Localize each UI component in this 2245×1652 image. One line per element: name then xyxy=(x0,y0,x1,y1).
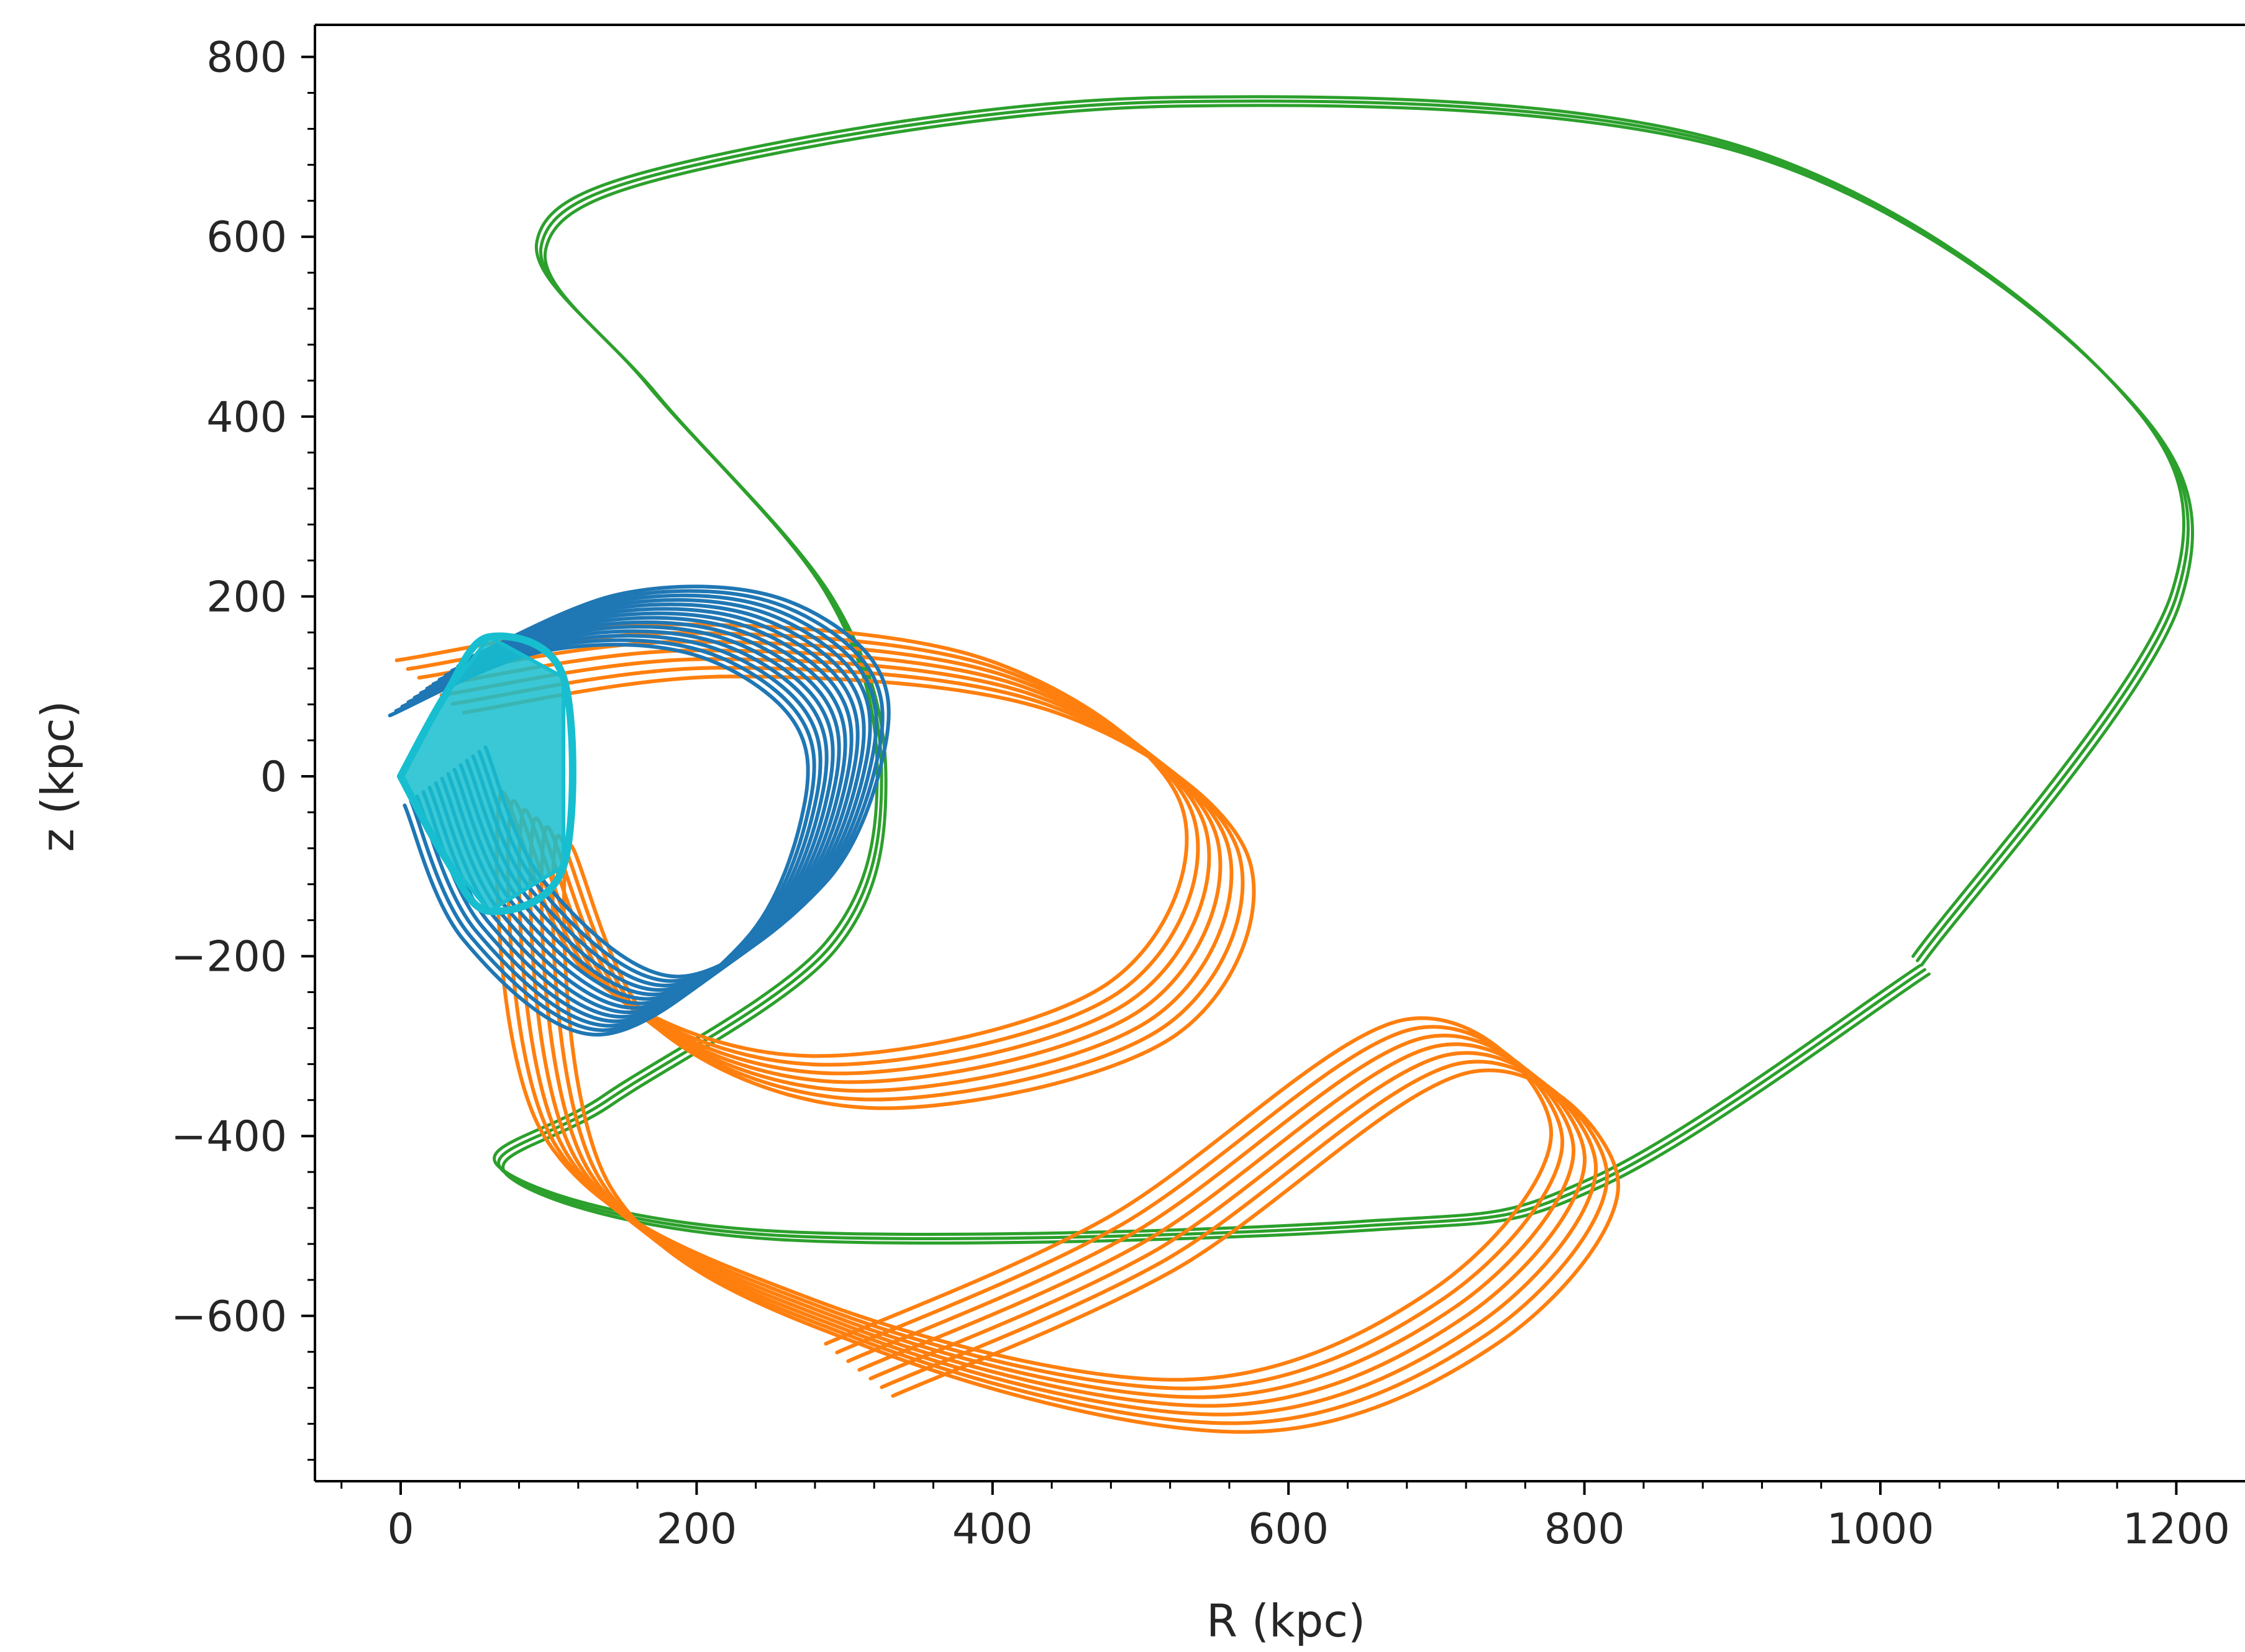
orbit-line xyxy=(462,674,1620,1434)
y-tick-label: 200 xyxy=(206,573,287,622)
orbit-line xyxy=(431,611,854,1005)
y-tick-label: −600 xyxy=(171,1292,287,1341)
cyan-region xyxy=(398,634,566,914)
x-axis-label: R (kpc) xyxy=(1206,1595,1365,1647)
x-tick-label: 400 xyxy=(952,1505,1033,1554)
x-tick-label: 1200 xyxy=(2123,1505,2230,1554)
orbit-line xyxy=(400,633,822,1028)
y-tick-label: −200 xyxy=(171,933,287,982)
series-cyan-orbit xyxy=(397,632,576,915)
series-layer xyxy=(388,95,2194,1434)
orbit-line xyxy=(462,589,885,983)
y-tick-label: −400 xyxy=(171,1112,287,1161)
orbit-line xyxy=(437,607,860,1001)
y-tick-label: 600 xyxy=(206,213,287,262)
orbit-line xyxy=(450,597,872,992)
y-tick-label: 800 xyxy=(206,34,287,83)
series-orange-orbit xyxy=(394,622,1620,1434)
x-tick-label: 200 xyxy=(657,1505,737,1554)
x-tick-label: 1000 xyxy=(1826,1505,1934,1554)
orbit-line xyxy=(419,620,841,1015)
y-axis-label: z (kpc) xyxy=(32,701,84,852)
orbit-line xyxy=(394,638,816,1032)
orbit-line xyxy=(456,593,878,987)
series-blue-orbit xyxy=(388,584,891,1037)
x-tick-label: 600 xyxy=(1248,1505,1329,1554)
orbit-line xyxy=(425,615,847,1010)
y-tick-label: 400 xyxy=(206,393,287,442)
x-tick-label: 0 xyxy=(387,1505,414,1554)
orbit-line xyxy=(444,602,866,997)
y-tick-label: 0 xyxy=(260,753,287,802)
orbit-line xyxy=(388,642,810,1037)
x-tick-label: 800 xyxy=(1544,1505,1625,1554)
orbit-line xyxy=(412,625,835,1019)
orbit-line xyxy=(406,629,829,1023)
tick-layer: 0 200 400 600 800 1000 1200 800 600 400 200 0 −200 −4… xyxy=(171,34,2230,1554)
orbit-line xyxy=(468,584,891,979)
